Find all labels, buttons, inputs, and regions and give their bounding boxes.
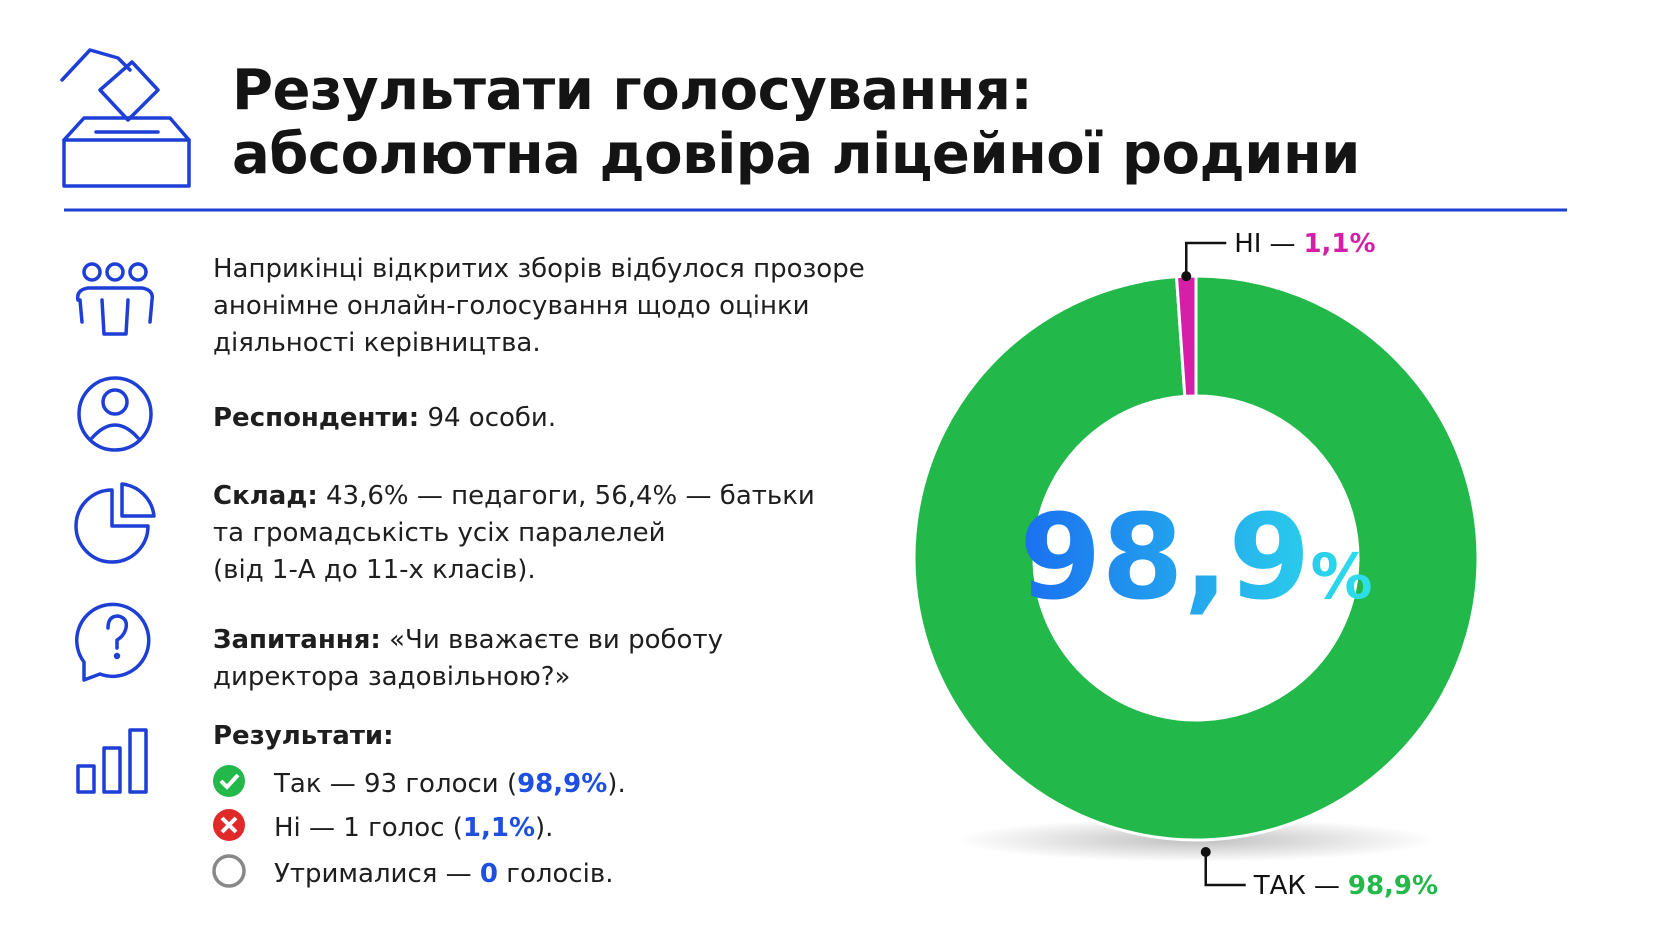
question: Запитання: «Чи вважаєте ви роботу: [213, 627, 723, 653]
separator: —: [1314, 871, 1340, 901]
intro-line: анонімне онлайн-голосування щодо оцінки: [213, 291, 810, 321]
result-item: Утрималися — 0 голосів.: [274, 861, 613, 887]
category: НІ: [1234, 229, 1261, 259]
leader-line: [1185, 241, 1227, 277]
text: Утрималися —: [274, 859, 480, 889]
highlight: 1,1%: [462, 813, 536, 843]
label: Респонденти:: [213, 403, 420, 433]
result-item: Так — 93 голоси (98,9%).: [274, 771, 626, 797]
results-title: Результати:: [213, 721, 394, 751]
category: ТАК: [1253, 871, 1306, 901]
intro-line: діяльності керівництва.: [213, 328, 541, 358]
status-icons: [212, 765, 246, 888]
composition-line: (від 1-А до 11-х класів).: [213, 555, 536, 585]
title: абсолютна довіра ліцейної родини: [232, 122, 1360, 187]
people-icon: [75, 262, 155, 336]
text: 43,6% — педагоги, 56,4% — батьки: [325, 481, 815, 511]
ballot-icon: [60, 48, 191, 188]
center-label: 98,9%: [1019, 488, 1372, 626]
slice-label: ТАК — 98,9%: [1253, 871, 1438, 901]
text: Так — 93 голоси (: [274, 769, 518, 799]
result-item: Ні — 1 голос (1,1%).: [274, 815, 553, 841]
question-line: директора задовільною?»: [213, 662, 571, 692]
highlight: 0: [479, 859, 499, 889]
separator: —: [1269, 229, 1295, 259]
slice-label: НІ — 1,1%: [1234, 229, 1375, 259]
value-label: 98,9%: [1348, 871, 1438, 901]
text: «Чи вважаєте ви роботу: [389, 625, 723, 655]
highlight: 98,9%: [517, 769, 608, 799]
composition-line: та громадськість усіх паралелей: [213, 518, 666, 548]
person-icon: [77, 376, 153, 452]
text: 94 особи.: [427, 403, 557, 433]
question-icon: [75, 602, 151, 682]
center-value: 98,9: [1019, 488, 1310, 626]
text: ).: [535, 813, 554, 843]
text: ).: [607, 769, 626, 799]
respondents: Респонденти: 94 особи.: [213, 405, 556, 431]
text: голосів.: [498, 859, 614, 889]
donut-slice: [912, 274, 1480, 842]
bars-icon: [76, 728, 148, 794]
value-label: 1,1%: [1303, 229, 1375, 259]
intro-line: Наприкінці відкритих зборів відбулося пр…: [213, 254, 865, 284]
composition: Склад: 43,6% — педагоги, 56,4% — батьки: [213, 483, 815, 509]
label: Запитання:: [213, 625, 381, 655]
leader-line: [1204, 852, 1246, 887]
title: Результати голосування:: [232, 58, 1033, 123]
pie-icon: [74, 482, 156, 564]
label: Склад:: [213, 481, 318, 511]
center-unit: %: [1311, 540, 1373, 613]
text: Ні — 1 голос (: [274, 813, 463, 843]
